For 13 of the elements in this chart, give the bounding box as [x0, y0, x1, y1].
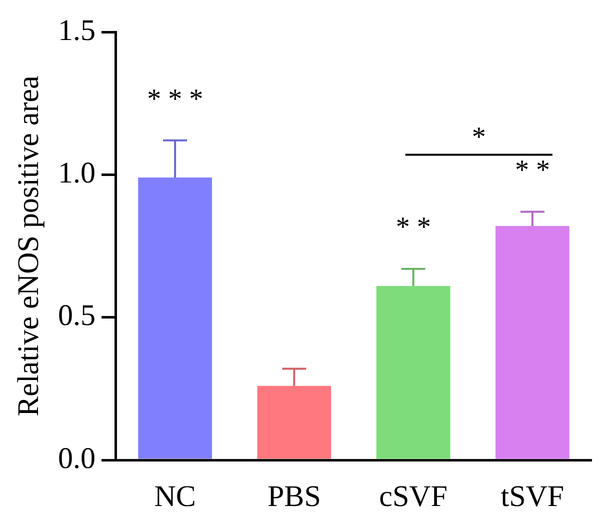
y-tick-label: 1.5	[58, 14, 96, 47]
y-tick-label: 0.5	[58, 299, 96, 332]
y-tick-label: 0.0	[58, 442, 96, 475]
annotation: * *	[514, 155, 550, 186]
x-tick-label: PBS	[267, 480, 321, 513]
y-axis-title: Relative eNOS positive area	[12, 76, 45, 416]
annotation: * *	[396, 212, 431, 244]
x-tick-label: NC	[154, 480, 196, 513]
annotation: *	[472, 122, 486, 154]
x-tick-label: cSVF	[379, 480, 448, 513]
x-tick-label: tSVF	[500, 480, 564, 513]
y-tick-label: 1.0	[58, 156, 96, 190]
annotation: * * *	[147, 84, 204, 115]
